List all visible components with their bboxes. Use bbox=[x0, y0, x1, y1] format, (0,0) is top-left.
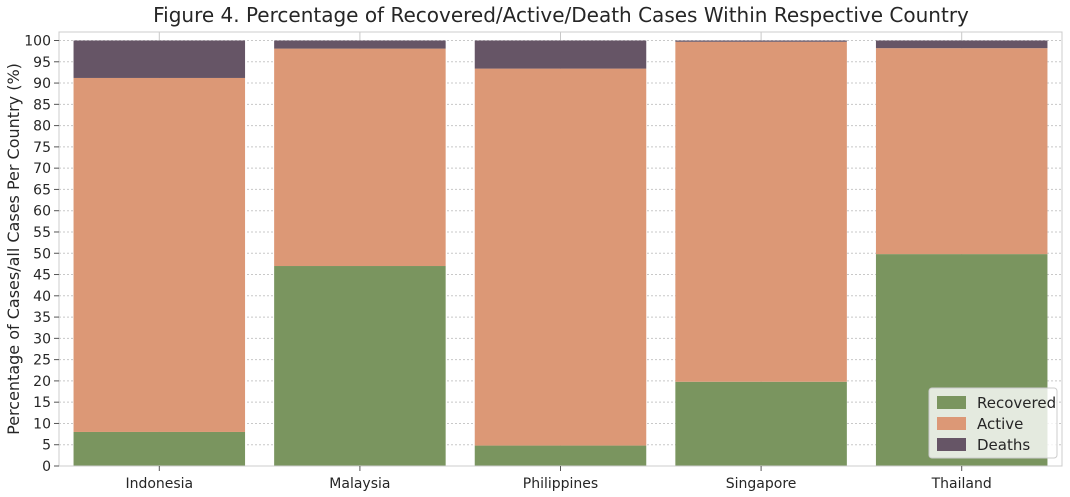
y-tick-label: 55 bbox=[33, 225, 51, 241]
bar-deaths-thailand bbox=[875, 40, 1048, 49]
y-tick-label: 80 bbox=[33, 119, 51, 135]
x-tick-label: Thailand bbox=[931, 476, 992, 492]
bar-active-thailand bbox=[875, 48, 1048, 255]
bar-active-indonesia bbox=[73, 77, 246, 432]
y-tick-label: 15 bbox=[33, 395, 51, 411]
y-tick-label: 70 bbox=[33, 161, 51, 177]
y-tick-label: 75 bbox=[33, 140, 51, 156]
x-tick-label: Malaysia bbox=[329, 476, 390, 492]
x-tick-label: Philippines bbox=[523, 476, 598, 492]
y-axis-label: Percentage of Cases/all Cases Per Countr… bbox=[4, 63, 23, 435]
y-tick-label: 90 bbox=[33, 76, 51, 92]
y-tick-label: 60 bbox=[33, 204, 51, 220]
legend-swatch bbox=[937, 396, 966, 409]
y-tick-label: 45 bbox=[33, 268, 51, 284]
bar-recovered-philippines bbox=[474, 445, 647, 466]
legend-swatch bbox=[937, 438, 966, 451]
y-tick-label: 0 bbox=[42, 459, 51, 475]
y-tick-label: 25 bbox=[33, 353, 51, 369]
chart-title: Figure 4. Percentage of Recovered/Active… bbox=[153, 3, 969, 27]
y-tick-label: 5 bbox=[42, 438, 51, 454]
legend-label: Active bbox=[977, 415, 1023, 433]
bar-recovered-malaysia bbox=[274, 266, 446, 466]
y-axis-ticks: 0 5 10 15 20 25 30 35 40 45 50 55 60 65 70 75 80 85 90 95 10… bbox=[24, 34, 59, 475]
y-tick-label: 85 bbox=[33, 97, 51, 113]
bar-deaths-philippines bbox=[474, 40, 647, 69]
y-tick-label: 35 bbox=[33, 310, 51, 326]
bar-active-malaysia bbox=[274, 48, 446, 267]
bars bbox=[73, 40, 1048, 466]
bar-recovered-indonesia bbox=[73, 431, 246, 466]
bar-deaths-singapore bbox=[675, 40, 847, 42]
legend-label: Recovered bbox=[977, 394, 1056, 412]
bar-deaths-malaysia bbox=[274, 40, 446, 49]
x-tick-label: Indonesia bbox=[125, 476, 193, 492]
bar-active-philippines bbox=[474, 68, 647, 446]
y-tick-label: 65 bbox=[33, 182, 51, 198]
y-tick-label: 10 bbox=[33, 416, 51, 432]
y-tick-label: 50 bbox=[33, 246, 51, 262]
bar-recovered-singapore bbox=[675, 381, 847, 466]
x-tick-label: Singapore bbox=[726, 476, 797, 492]
y-tick-label: 30 bbox=[33, 331, 51, 347]
legend: Recovered Active Deaths bbox=[928, 387, 1058, 459]
legend-label: Deaths bbox=[977, 436, 1030, 454]
bar-active-singapore bbox=[675, 41, 847, 382]
bar-deaths-indonesia bbox=[73, 40, 246, 78]
y-tick-label: 95 bbox=[33, 55, 51, 71]
y-tick-label: 20 bbox=[33, 374, 51, 390]
y-tick-label: 100 bbox=[24, 34, 51, 50]
x-axis-ticks: Indonesia Malaysia Philippines Singapore Tha… bbox=[125, 466, 992, 492]
y-tick-label: 40 bbox=[33, 289, 51, 305]
legend-swatch bbox=[937, 417, 966, 430]
